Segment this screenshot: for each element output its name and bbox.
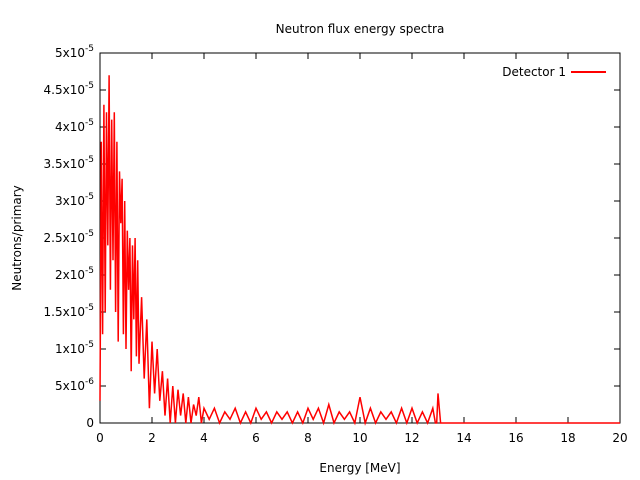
y-tick-label: 3.5x10-5 [44, 155, 94, 171]
x-tick-label: 12 [404, 431, 419, 445]
y-tick-label: 2x10-5 [55, 266, 94, 282]
y-tick-label: 0 [86, 416, 94, 430]
series-line-detector-1 [99, 75, 620, 426]
x-axis-title: Energy [MeV] [319, 461, 400, 475]
y-axis: 0 5x10-6 1x10-5 1.5x10-5 2x10-5 2.5x10-5 3x10-… [44, 44, 620, 430]
y-tick-label: 5x10-5 [55, 44, 94, 60]
y-tick-label: 4.5x10-5 [44, 81, 94, 97]
y-tick-label: 2.5x10-5 [44, 229, 94, 245]
x-tick-label: 8 [304, 431, 312, 445]
legend-label-detector-1: Detector 1 [502, 65, 566, 79]
legend: Detector 1 [502, 65, 606, 79]
y-tick-label: 1x10-5 [55, 340, 94, 356]
x-tick-label: 2 [148, 431, 156, 445]
x-tick-label: 16 [508, 431, 523, 445]
x-axis: 0 2 4 6 8 10 12 14 16 18 20 [96, 53, 628, 445]
y-tick-label: 3x10-5 [55, 192, 94, 208]
x-tick-label: 6 [252, 431, 260, 445]
y-tick-label: 4x10-5 [55, 118, 94, 134]
x-tick-label: 0 [96, 431, 104, 445]
x-tick-label: 10 [352, 431, 367, 445]
chart-title: Neutron flux energy spectra [276, 22, 445, 36]
y-tick-label: 1.5x10-5 [44, 303, 94, 319]
x-tick-label: 4 [200, 431, 208, 445]
y-axis-title: Neutrons/primary [10, 185, 24, 291]
x-tick-label: 20 [612, 431, 627, 445]
y-tick-label: 5x10-6 [55, 377, 94, 393]
x-tick-label: 14 [456, 431, 471, 445]
x-tick-label: 18 [560, 431, 575, 445]
